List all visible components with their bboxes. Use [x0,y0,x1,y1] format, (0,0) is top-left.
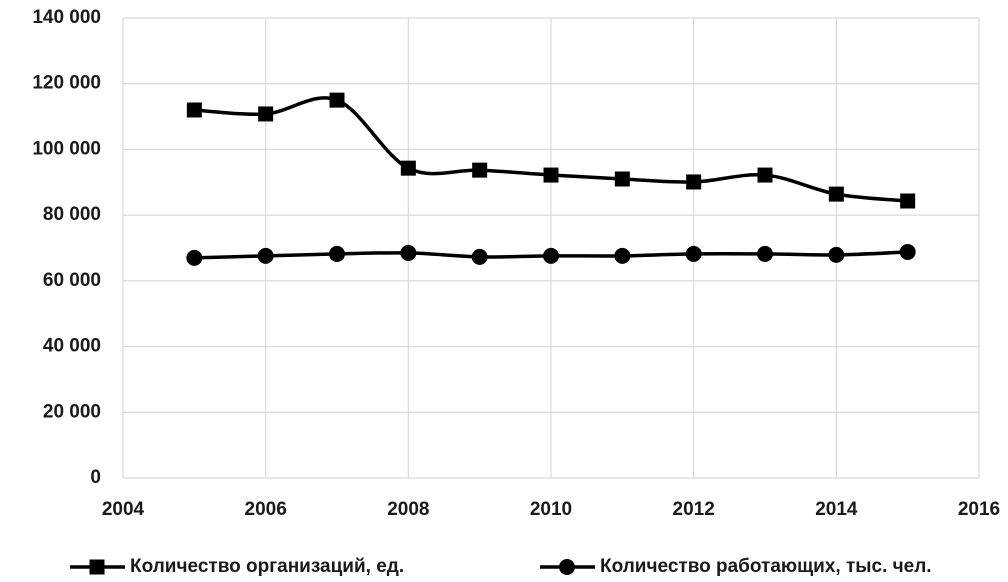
marker [472,162,488,178]
marker [899,243,916,260]
marker [258,106,274,122]
y-tick-label: 40 000 [43,336,101,357]
marker [614,247,631,264]
marker [257,247,274,264]
marker [400,244,417,261]
marker [900,193,916,209]
marker [686,174,702,190]
marker [89,559,105,575]
x-tick-label: 2006 [245,499,287,520]
marker [685,245,702,262]
marker [543,247,559,264]
marker [828,186,844,202]
y-tick-label: 20 000 [43,401,101,422]
marker [543,167,559,183]
x-tick-label: 2010 [530,499,572,520]
marker [614,171,630,187]
y-tick-label: 120 000 [32,73,101,94]
legend-label: Количество работающих, тыс. чел. [600,556,932,577]
x-tick-label: 2014 [815,499,858,520]
marker [828,246,845,263]
marker [329,92,345,108]
y-tick-label: 0 [90,467,101,488]
marker [559,559,575,575]
marker [757,167,773,183]
legend-label: Количество организаций, ед. [130,556,404,577]
y-tick-label: 140 000 [32,7,101,28]
marker [186,249,203,266]
marker [400,160,416,176]
y-tick-label: 60 000 [43,270,101,291]
y-tick-label: 100 000 [32,138,101,159]
marker [329,245,345,262]
marker [757,245,773,262]
x-tick-label: 2016 [958,499,1000,520]
marker [471,248,488,265]
x-tick-label: 2008 [387,499,429,520]
marker [186,102,202,118]
y-tick-label: 80 000 [43,204,101,225]
x-tick-label: 2004 [102,499,145,520]
x-tick-label: 2012 [673,499,715,520]
